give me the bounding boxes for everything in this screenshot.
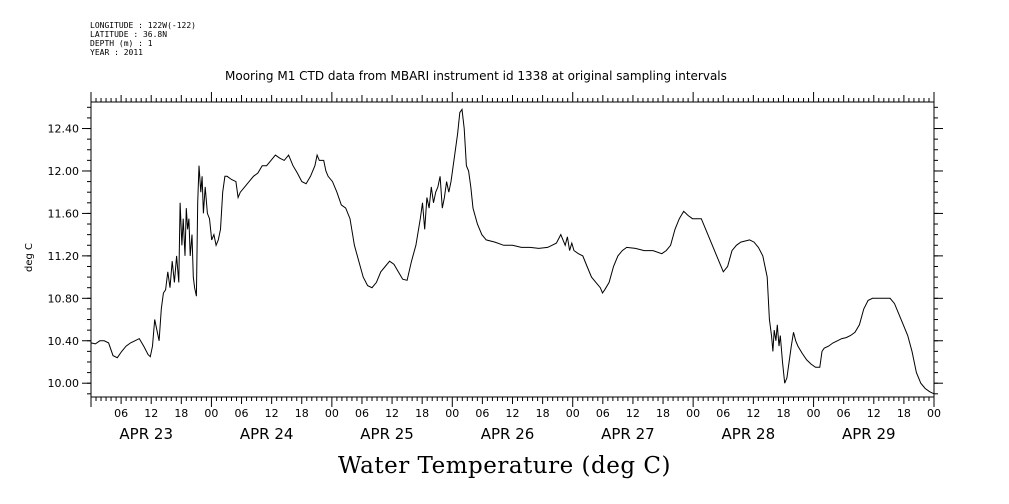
y-tick-label: 12.40 (48, 123, 80, 136)
x-hour-label: 18 (776, 407, 790, 420)
x-day-label: APR 24 (240, 425, 294, 443)
x-hour-label: 12 (265, 407, 279, 420)
x-hour-label: 18 (897, 407, 911, 420)
y-tick-label: 10.80 (48, 292, 80, 305)
x-day-label: APR 23 (119, 425, 173, 443)
x-hour-label: 18 (174, 407, 188, 420)
longitude-label: LONGITUDE : 122W(-122) (90, 21, 196, 30)
x-hour-label: 00 (204, 407, 218, 420)
x-hour-label: 18 (536, 407, 550, 420)
y-tick-label: 10.00 (48, 377, 80, 390)
x-hour-label: 00 (686, 407, 700, 420)
x-hour-label: 06 (355, 407, 369, 420)
x-hour-label: 12 (506, 407, 520, 420)
depth-label: DEPTH (m) : 1 (90, 39, 153, 48)
x-hour-label: 00 (325, 407, 339, 420)
x-hour-label: 18 (656, 407, 670, 420)
x-hour-label: 12 (626, 407, 640, 420)
x-hour-label: 00 (807, 407, 821, 420)
x-hour-label: 12 (746, 407, 760, 420)
metadata-block: LONGITUDE : 122W(-122) LATITUDE : 36.8N … (90, 21, 196, 57)
y-tick-label: 11.20 (48, 250, 80, 263)
x-hour-label: 18 (415, 407, 429, 420)
x-hour-label: 06 (475, 407, 489, 420)
y-axis-label: deg C (24, 243, 35, 272)
year-label: YEAR : 2011 (90, 48, 143, 57)
x-day-label: APR 27 (601, 425, 655, 443)
x-hour-label: 00 (445, 407, 459, 420)
x-hour-label: 06 (114, 407, 128, 420)
x-day-label: APR 26 (481, 425, 535, 443)
x-hour-label: 12 (867, 407, 881, 420)
x-hour-label: 06 (596, 407, 610, 420)
x-hour-label: 00 (927, 407, 941, 420)
x-hour-label: 12 (144, 407, 158, 420)
temperature-series-line (90, 108, 935, 395)
chart-title: Mooring M1 CTD data from MBARI instrumen… (225, 69, 727, 83)
x-hour-label: 18 (295, 407, 309, 420)
plot-frame (90, 101, 935, 398)
x-hour-label: 06 (235, 407, 249, 420)
bottom-title: Water Temperature (deg C) (338, 453, 671, 479)
x-hour-label: 06 (716, 407, 730, 420)
x-day-label: APR 29 (842, 425, 896, 443)
latitude-label: LATITUDE : 36.8N (90, 30, 168, 39)
x-day-label: APR 28 (722, 425, 776, 443)
x-hour-label: 06 (837, 407, 851, 420)
y-tick-label: 11.60 (48, 207, 80, 220)
y-tick-label: 10.40 (48, 335, 80, 348)
y-tick-label: 12.00 (48, 165, 80, 178)
x-hour-label: 00 (566, 407, 580, 420)
x-hour-label: 12 (385, 407, 399, 420)
x-day-label: APR 25 (360, 425, 414, 443)
